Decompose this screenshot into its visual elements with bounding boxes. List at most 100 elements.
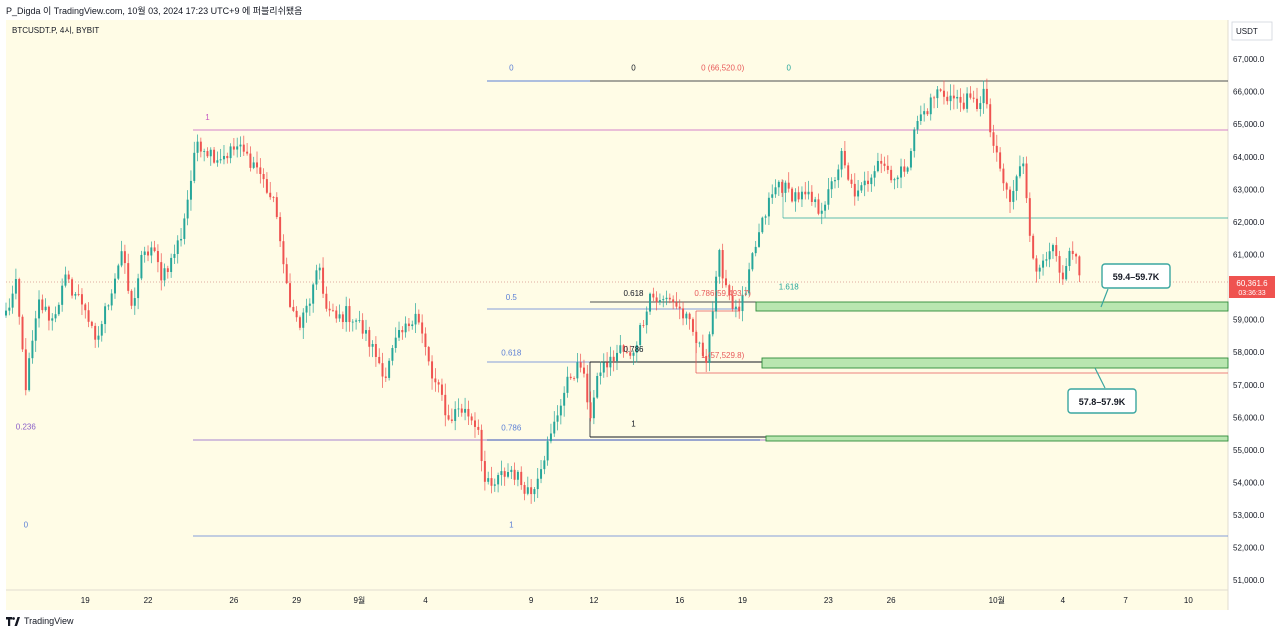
current-price-tag: 60,361.6 03:36:33	[1229, 276, 1275, 298]
callout-lower-box[interactable]	[1067, 388, 1137, 414]
tradingview-logo-icon	[6, 616, 20, 626]
candle-body	[777, 181, 780, 188]
callout-upper[interactable]: 59.4–59.7K	[1100, 263, 1171, 308]
candle-body	[629, 352, 632, 356]
tradingview-logo[interactable]: TradingView	[6, 616, 74, 626]
candle-body	[331, 310, 334, 312]
candle-body	[959, 96, 962, 103]
candle-body	[520, 471, 523, 486]
candle-body	[563, 392, 566, 406]
countdown-value: 03:36:33	[1238, 290, 1265, 297]
candle-body	[999, 152, 1002, 169]
candle-body	[886, 165, 889, 170]
time-tick-label: 26	[887, 596, 896, 605]
candle-body	[748, 269, 751, 294]
candle-body	[668, 297, 671, 300]
candle-body	[672, 299, 675, 303]
candle-body	[774, 187, 777, 195]
candle-body	[516, 471, 519, 480]
candle-body	[682, 308, 685, 319]
candle-body	[705, 355, 708, 363]
candle-body	[265, 179, 268, 193]
candle-body	[989, 104, 992, 133]
fib-level-label: 0	[787, 64, 792, 73]
candle-body	[1012, 190, 1015, 202]
candle-body	[1028, 198, 1031, 236]
zone-57.8-57.9k[interactable]	[761, 357, 1229, 369]
candle-body	[586, 373, 589, 403]
candle-body	[328, 308, 331, 311]
candle-body	[100, 324, 103, 336]
candle-body	[183, 218, 186, 239]
fib-level-label: 1	[631, 419, 636, 428]
currency-badge[interactable]	[1231, 21, 1273, 41]
candle-body	[582, 367, 585, 374]
callout-lower-pointer	[1094, 367, 1106, 389]
candle-body	[1058, 256, 1061, 273]
candle-body	[645, 311, 648, 326]
candle-body	[487, 478, 490, 482]
candle-body	[292, 306, 295, 311]
price-tick-label: 65,000.0	[1233, 120, 1265, 129]
candle-body	[28, 358, 31, 391]
candle-body	[969, 93, 972, 98]
candle-body	[229, 146, 232, 159]
time-tick-label: 9	[529, 596, 534, 605]
candle-body	[110, 293, 113, 306]
candle-body	[193, 152, 196, 181]
candle-body	[104, 306, 107, 325]
callout-upper-box[interactable]	[1101, 263, 1171, 289]
candle-body	[642, 325, 645, 326]
candle-body	[348, 306, 351, 323]
price-tick-label: 55,000.0	[1233, 446, 1265, 455]
candle-body	[949, 95, 952, 102]
fib-level-label: 0.786(59,493.7)	[694, 289, 751, 298]
zone-59.4-59.7k[interactable]	[755, 301, 1229, 312]
candle-body	[285, 264, 288, 284]
candle-body	[460, 408, 463, 413]
candle-body	[249, 153, 252, 168]
candle-body	[14, 279, 17, 294]
candle-body	[751, 253, 754, 270]
candle-body	[232, 146, 235, 150]
candle-body	[401, 330, 404, 333]
candle-body	[41, 299, 44, 311]
candle-body	[596, 375, 599, 398]
candle-body	[454, 409, 457, 421]
candle-body	[308, 303, 311, 306]
candle-body	[80, 294, 83, 305]
candle-body	[437, 382, 440, 385]
candle-body	[130, 290, 133, 306]
candle-body	[685, 313, 688, 319]
support-zones[interactable]	[755, 301, 1229, 442]
candle-body	[906, 167, 909, 172]
candle-body	[457, 408, 460, 410]
candle-body	[909, 151, 912, 168]
candlestick-series[interactable]	[5, 78, 1081, 504]
candle-body	[817, 199, 820, 214]
candle-body	[549, 433, 552, 442]
candle-body	[160, 262, 163, 281]
candle-body	[758, 232, 761, 247]
candle-body	[97, 335, 100, 340]
candle-body	[407, 323, 410, 327]
candle-body	[275, 197, 278, 218]
footer-bar: TradingView	[0, 612, 1280, 634]
candle-body	[374, 344, 377, 357]
candle-body	[890, 169, 893, 181]
publish-header: P_Digda 이 TradingView.com, 10월 03, 2024 …	[0, 0, 1280, 20]
candle-body	[1065, 266, 1068, 280]
candle-body	[711, 311, 714, 335]
price-tick-label: 63,000.0	[1233, 185, 1265, 194]
candle-body	[213, 149, 216, 163]
candle-body	[483, 461, 486, 482]
price-tick-label: 52,000.0	[1233, 544, 1265, 553]
candle-body	[203, 151, 206, 152]
zone-55.5k[interactable]	[765, 435, 1229, 442]
candle-body	[11, 293, 14, 308]
candle-body	[625, 351, 628, 353]
time-tick-label: 23	[824, 596, 833, 605]
callout-lower[interactable]: 57.8–57.9K	[1067, 367, 1137, 414]
candle-body	[137, 278, 140, 299]
